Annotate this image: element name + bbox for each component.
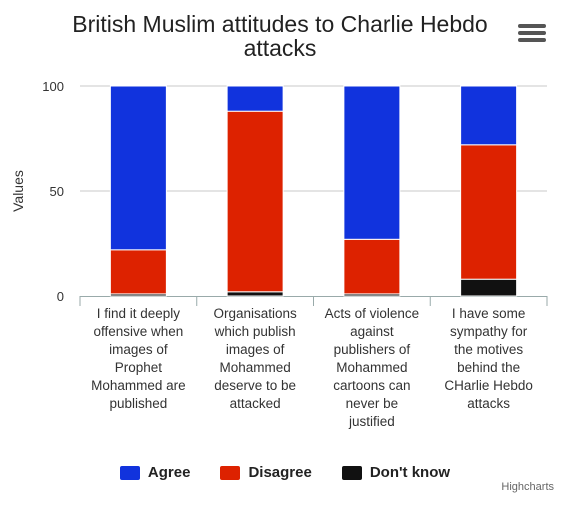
x-tick-label: justified — [348, 414, 395, 429]
legend-item-disagree[interactable]: Disagree — [220, 464, 312, 481]
x-tick-label: CHarlie Hebdo — [444, 378, 533, 393]
credits-link[interactable]: Highcharts — [501, 481, 554, 493]
bar-agree[interactable] — [343, 85, 401, 240]
bar-don-t-know[interactable] — [460, 278, 518, 297]
x-tick-label: I have some — [452, 306, 526, 321]
legend-label: Disagree — [248, 464, 312, 481]
x-tick-label: images of — [109, 342, 168, 357]
x-tick-label: the motives — [454, 342, 523, 357]
x-tick-label: Organisations — [213, 306, 297, 321]
x-tick-label: Mohammed — [219, 360, 290, 375]
bar-disagree[interactable] — [109, 249, 167, 295]
chart-plot: 0 50 100 Values I find it deeply offensive wh… — [10, 79, 548, 429]
legend-label: Agree — [147, 464, 191, 481]
legend-swatch — [119, 465, 140, 480]
bar-agree[interactable] — [109, 85, 167, 251]
x-tick-label: against — [350, 324, 394, 339]
x-tick-label: attacked — [230, 396, 281, 411]
chart-legend: Agree Disagree Don't know — [0, 464, 570, 481]
y-tick-label: 100 — [42, 79, 64, 94]
x-tick-label: publishers of — [334, 342, 411, 357]
y-axis-title: Values — [10, 170, 26, 212]
x-tick-label: Mohammed — [336, 360, 407, 375]
x-tick-label: Acts of violence — [325, 306, 420, 321]
x-tick-label: published — [109, 396, 167, 411]
bar-disagree[interactable] — [343, 238, 401, 295]
x-tick-label: attacks — [467, 396, 510, 411]
x-tick-label: offensive when — [93, 324, 183, 339]
y-tick-label: 0 — [57, 289, 64, 304]
legend-swatch — [220, 465, 241, 480]
x-tick-label: which publish — [214, 324, 296, 339]
legend-item-agree[interactable]: Agree — [119, 464, 191, 481]
legend-label: Don't know — [369, 464, 451, 481]
chart-title: British Muslim attitudes to Charlie Hebd… — [72, 11, 488, 61]
legend-item-don-t-know[interactable]: Don't know — [341, 464, 451, 481]
legend-swatch — [341, 465, 362, 480]
x-tick-label: Mohammed are — [91, 378, 186, 393]
bar-agree[interactable] — [226, 85, 284, 112]
x-tick-label: behind the — [457, 360, 520, 375]
bar-disagree[interactable] — [460, 144, 518, 280]
x-tick-label: cartoons can — [333, 378, 410, 393]
x-tick-label: I find it deeply — [97, 306, 181, 321]
bar-agree[interactable] — [460, 85, 518, 146]
x-tick-label: never be — [346, 396, 399, 411]
bar-disagree[interactable] — [226, 110, 284, 293]
x-tick-label: images of — [226, 342, 285, 357]
x-tick-label: sympathy for — [450, 324, 528, 339]
x-tick-label: Prophet — [115, 360, 163, 375]
bar-don-t-know[interactable] — [226, 291, 284, 297]
x-tick-label: deserve to be — [214, 378, 296, 393]
chart-menu-icon[interactable] — [518, 24, 546, 46]
y-tick-label: 50 — [50, 184, 64, 199]
